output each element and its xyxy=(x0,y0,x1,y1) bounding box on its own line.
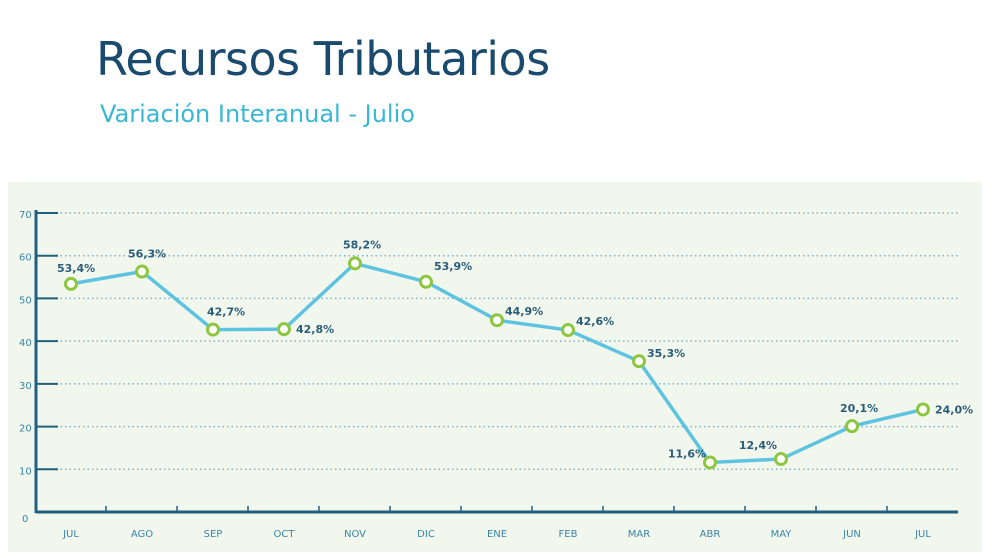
data-label: 56,3% xyxy=(128,248,166,261)
x-tick-label: OCT xyxy=(274,529,296,540)
data-label: 44,9% xyxy=(505,305,543,318)
data-point xyxy=(632,354,646,369)
x-tick-label: DIC xyxy=(417,529,435,540)
data-label: 20,1% xyxy=(840,402,878,415)
page-title: Recursos Tributarios xyxy=(96,32,550,86)
data-label: 24,0% xyxy=(935,403,973,416)
data-point xyxy=(490,313,504,328)
y-tick-label: 30 xyxy=(19,381,32,392)
y-tick-label: 20 xyxy=(19,424,32,435)
data-label: 42,6% xyxy=(576,315,614,328)
y-tick-label: 60 xyxy=(19,253,32,264)
data-point xyxy=(774,452,788,467)
data-point xyxy=(135,264,149,279)
data-label: 58,2% xyxy=(343,238,381,251)
data-label: 53,9% xyxy=(434,260,472,273)
x-tick-label: MAY xyxy=(771,529,793,540)
data-point xyxy=(277,322,291,337)
data-label: 42,7% xyxy=(207,306,245,319)
chart-panel xyxy=(8,182,982,552)
x-tick-label: NOV xyxy=(344,529,366,540)
page-subtitle: Variación Interanual - Julio xyxy=(100,100,415,128)
data-point xyxy=(419,274,433,289)
data-label: 11,6% xyxy=(668,447,706,460)
data-point xyxy=(561,323,575,338)
data-label: 42,8% xyxy=(296,323,334,336)
x-tick-label: ABR xyxy=(700,529,721,540)
y-tick-label: 0 xyxy=(22,514,28,525)
x-tick-label: SEP xyxy=(204,529,223,540)
y-tick-label: 40 xyxy=(19,338,32,349)
x-tick-label: MAR xyxy=(628,529,650,540)
data-label: 35,3% xyxy=(647,347,685,360)
x-tick-label: JUN xyxy=(842,529,861,540)
y-tick-label: 50 xyxy=(19,295,32,306)
data-point xyxy=(703,455,717,470)
data-point xyxy=(348,256,362,271)
x-tick-label: AGO xyxy=(131,529,153,540)
data-label: 53,4% xyxy=(57,262,95,275)
x-tick-label: JUL xyxy=(62,529,79,540)
data-label: 12,4% xyxy=(739,439,777,452)
data-point xyxy=(64,276,78,291)
y-tick-label: 70 xyxy=(19,210,32,221)
data-point xyxy=(206,322,220,337)
data-point xyxy=(845,419,859,434)
series-line xyxy=(70,261,924,465)
data-point xyxy=(916,402,930,417)
y-tick-label: 10 xyxy=(19,466,32,477)
x-tick-label: JUL xyxy=(914,529,931,540)
x-tick-label: FEB xyxy=(559,529,578,540)
x-tick-label: ENE xyxy=(487,529,507,540)
